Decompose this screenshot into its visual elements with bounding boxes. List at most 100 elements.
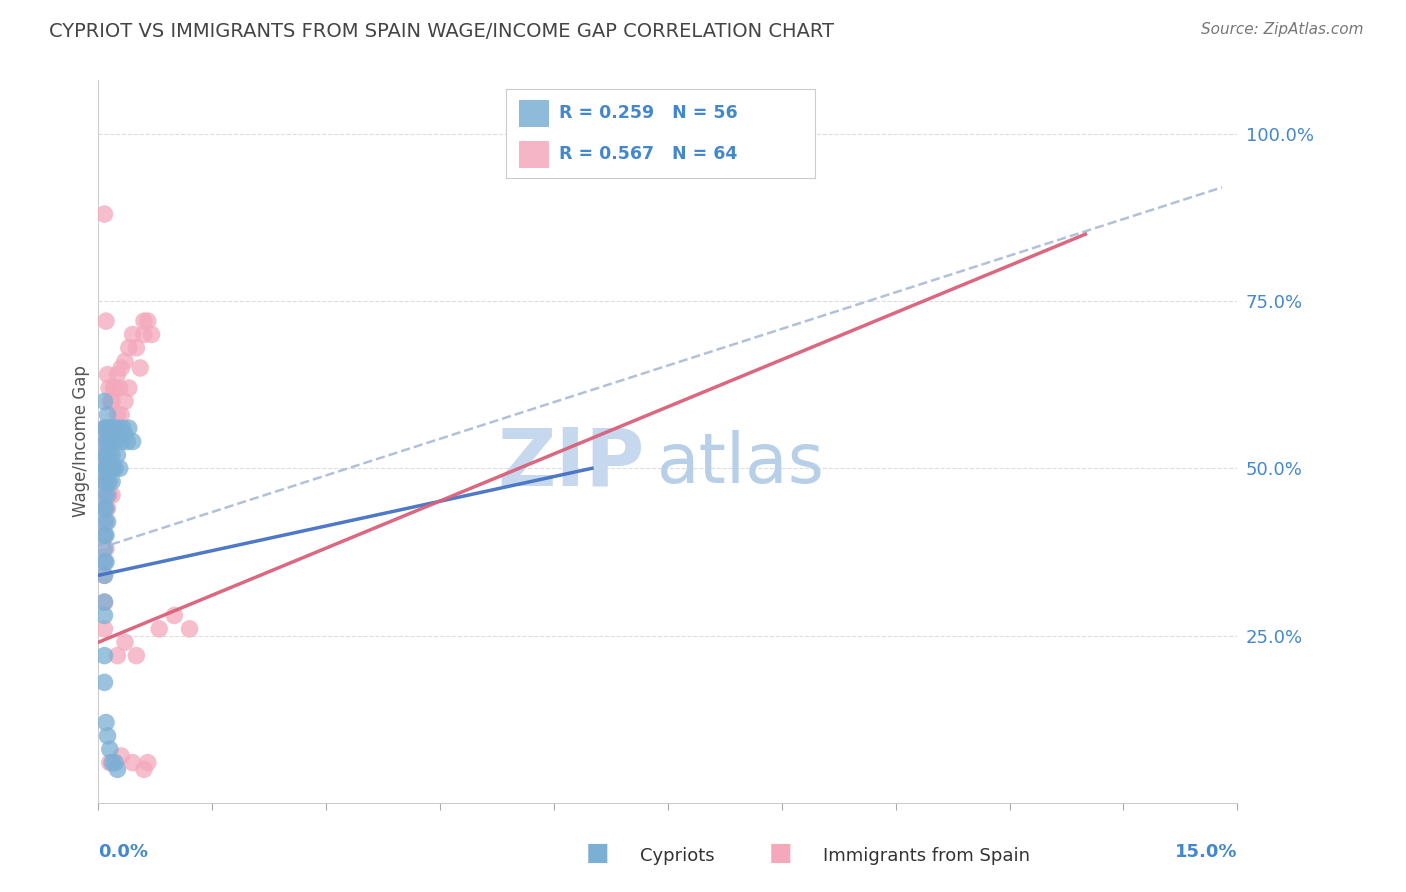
Point [100, 434, 122, 449]
Point [107, 762, 129, 776]
Point [93, 448, 115, 462]
Point [101, 461, 124, 475]
Point [100, 434, 122, 449]
Point [93, 528, 115, 542]
Point [101, 394, 124, 409]
Point [104, 381, 127, 395]
Point [121, 327, 143, 342]
Point [93, 475, 115, 489]
Point [101, 488, 124, 502]
Point [98, 421, 121, 435]
Point [94, 434, 117, 449]
Point [107, 368, 129, 382]
Text: Cypriots: Cypriots [640, 847, 714, 865]
Point [98, 488, 121, 502]
Point [101, 434, 124, 449]
Point [94, 541, 117, 556]
Point [93, 555, 115, 569]
Point [107, 408, 129, 422]
Point [103, 421, 125, 435]
Point [111, 421, 134, 435]
Point [100, 461, 122, 475]
Text: ■: ■ [769, 841, 792, 865]
Point [94, 488, 117, 502]
Point [93, 501, 115, 516]
Point [93, 541, 115, 556]
Point [118, 421, 141, 435]
Point [93, 488, 115, 502]
Point [93, 434, 115, 449]
Point [94, 461, 117, 475]
Point [98, 461, 121, 475]
Point [93, 568, 115, 582]
Point [103, 461, 125, 475]
Point [93, 475, 115, 489]
Point [101, 475, 124, 489]
Point [93, 515, 115, 529]
Point [129, 361, 152, 376]
Point [93, 448, 115, 462]
Point [108, 421, 131, 435]
Point [148, 622, 170, 636]
Point [94, 475, 117, 489]
Point [94, 501, 117, 516]
Point [104, 461, 127, 475]
Point [100, 461, 122, 475]
Point [93, 622, 115, 636]
Point [94, 515, 117, 529]
Point [125, 648, 148, 663]
Point [114, 394, 136, 409]
Text: atlas: atlas [657, 430, 824, 497]
Point [104, 421, 127, 435]
Point [96, 461, 118, 475]
Point [107, 648, 129, 663]
Point [98, 742, 121, 756]
Text: 0.0%: 0.0% [98, 843, 149, 861]
Point [104, 756, 127, 770]
Text: 15.0%: 15.0% [1175, 843, 1237, 861]
Point [125, 341, 148, 355]
Text: R = 0.567   N = 64: R = 0.567 N = 64 [558, 145, 737, 163]
Point [107, 421, 129, 435]
Point [93, 568, 115, 582]
Point [93, 207, 115, 221]
Point [94, 528, 117, 542]
Point [93, 501, 115, 516]
Text: R = 0.259   N = 56: R = 0.259 N = 56 [558, 104, 737, 122]
Point [93, 555, 115, 569]
Y-axis label: Wage/Income Gap: Wage/Income Gap [72, 366, 90, 517]
Point [93, 595, 115, 609]
Point [98, 381, 121, 395]
Point [98, 475, 121, 489]
Point [118, 381, 141, 395]
Point [179, 622, 201, 636]
Point [93, 608, 115, 623]
Point [110, 434, 132, 449]
Point [96, 501, 118, 516]
Text: CYPRIOT VS IMMIGRANTS FROM SPAIN WAGE/INCOME GAP CORRELATION CHART: CYPRIOT VS IMMIGRANTS FROM SPAIN WAGE/IN… [49, 22, 834, 41]
Point [96, 434, 118, 449]
Point [96, 515, 118, 529]
Point [110, 749, 132, 764]
Point [93, 394, 115, 409]
Point [132, 314, 155, 328]
Point [98, 756, 121, 770]
Point [93, 421, 115, 435]
Point [96, 729, 118, 743]
Point [93, 648, 115, 663]
Text: ■: ■ [586, 841, 609, 865]
Point [108, 427, 131, 442]
FancyBboxPatch shape [519, 100, 550, 127]
Point [101, 756, 124, 770]
Point [94, 314, 117, 328]
Point [100, 394, 122, 409]
Point [163, 608, 186, 623]
Point [136, 314, 159, 328]
Point [121, 434, 143, 449]
Point [96, 408, 118, 422]
Point [103, 421, 125, 435]
Point [96, 421, 118, 435]
Point [110, 361, 132, 376]
Point [98, 448, 121, 462]
Point [141, 327, 163, 342]
